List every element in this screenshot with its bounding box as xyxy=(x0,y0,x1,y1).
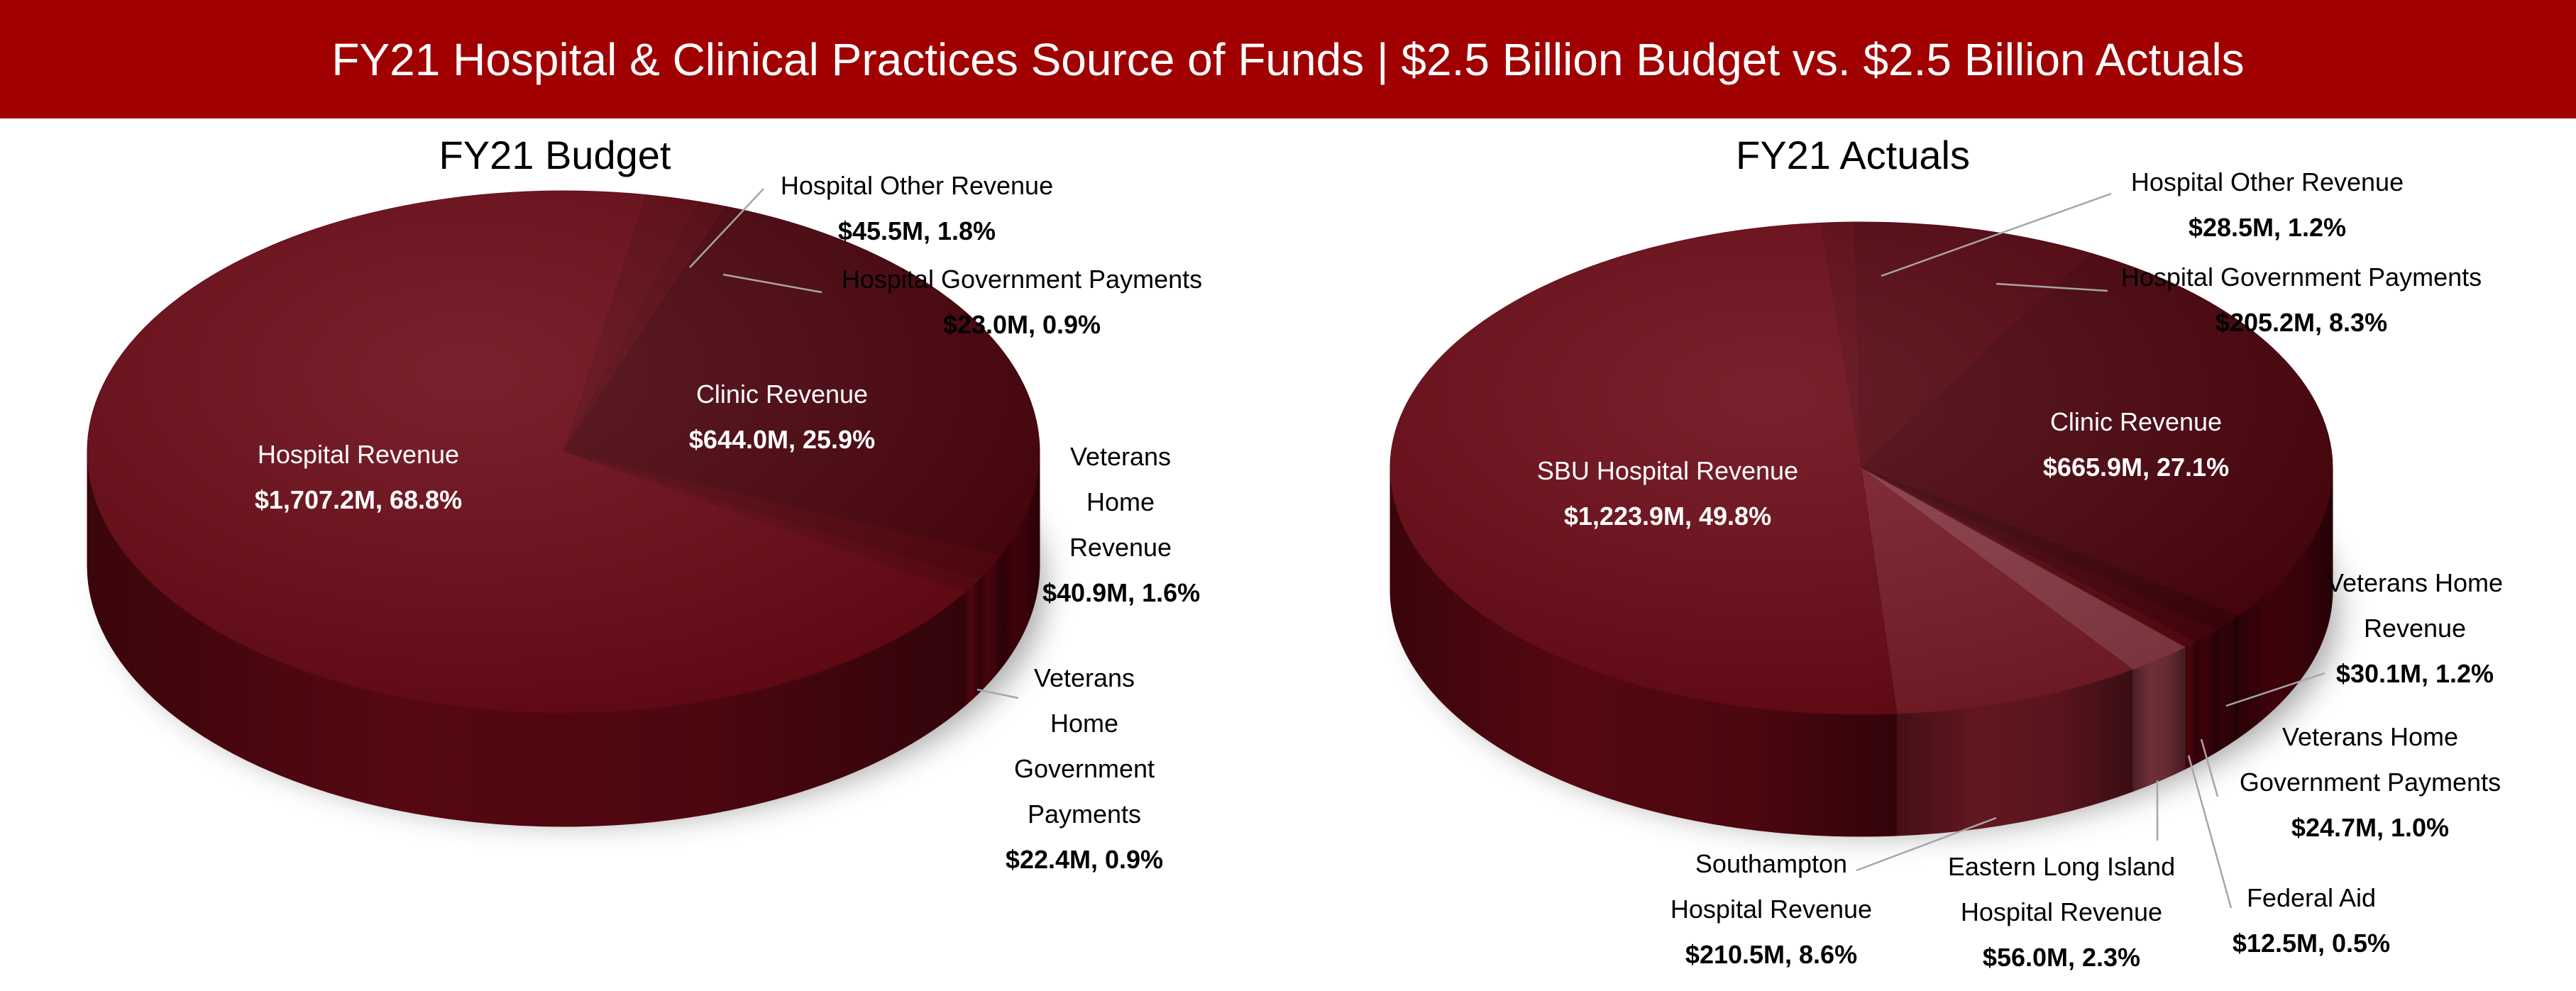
slice-label: SBU Hospital Revenue $1,223.9M, 49.8% xyxy=(1490,448,1845,539)
slice-label: Veterans Home Revenue $40.9M, 1.6% xyxy=(1042,434,1201,616)
leader-line xyxy=(689,188,764,268)
slice-value: $23.0M, 0.9% xyxy=(942,310,1101,339)
slice-name: SBU Hospital Revenue xyxy=(1536,456,1799,485)
slice-value: $1,707.2M, 68.8% xyxy=(254,485,463,514)
slice-name: Hospital Government Payments xyxy=(841,265,1203,294)
side-shading xyxy=(965,579,979,706)
leader-line xyxy=(2200,738,2219,797)
slice-name: Clinic Revenue xyxy=(695,380,869,409)
slice-name: Eastern Long Island Hospital Revenue xyxy=(1947,852,2176,926)
title-bar: FY21 Hospital & Clinical Practices Sourc… xyxy=(0,0,2576,118)
slice-value: $210.5M, 8.6% xyxy=(1685,940,1858,969)
slice-name: Southampton Hospital Revenue xyxy=(1670,849,1873,924)
slice-label: Eastern Long Island Hospital Revenue $56.… xyxy=(1927,844,2196,980)
side-shading xyxy=(2184,641,2196,770)
slice-label: Federal Aid $12.5M, 0.5% xyxy=(2205,875,2418,966)
leader-line xyxy=(1881,192,2112,277)
slice-name: Veterans Home Revenue xyxy=(2326,568,2504,643)
leader-line xyxy=(1856,816,1997,872)
slice-name: Federal Aid xyxy=(2246,883,2377,912)
slice-name: Veterans Home Revenue xyxy=(1069,442,1172,562)
slice-value: $1,223.9M, 49.8% xyxy=(1563,502,1772,531)
leader-line xyxy=(2225,672,2325,707)
slice-name: Hospital Revenue xyxy=(257,440,460,469)
leader-line xyxy=(722,273,822,294)
slice-name: Veterans Home Government Payments xyxy=(2239,722,2501,797)
slice-label: Hospital Government Payments $23.0M, 0.9% xyxy=(774,257,1270,348)
leader-line xyxy=(1996,282,2108,292)
slice-value: $45.5M, 1.8% xyxy=(837,216,996,245)
leader-line xyxy=(976,688,1019,699)
slice-value: $28.5M, 1.2% xyxy=(2188,213,2347,242)
side-shading xyxy=(87,452,966,826)
slice-value: $24.7M, 1.0% xyxy=(2291,813,2450,842)
side-shading xyxy=(1390,468,1897,836)
side-shading xyxy=(2132,647,2185,792)
slice-name: Hospital Other Revenue xyxy=(780,171,1054,200)
slice-value: $40.9M, 1.6% xyxy=(1042,578,1201,607)
slice-label: Hospital Revenue $1,707.2M, 68.8% xyxy=(181,432,536,523)
page-title: FY21 Hospital & Clinical Practices Sourc… xyxy=(331,33,2245,85)
slice-label: Clinic Revenue $644.0M, 25.9% xyxy=(640,372,924,463)
slice-value: $56.0M, 2.3% xyxy=(1982,943,2141,972)
slice-name: Clinic Revenue xyxy=(2049,407,2223,436)
slice-label: Veterans Home Government Payments $22.4M,… xyxy=(1003,655,1166,882)
slice-label: Hospital Other Revenue $28.5M, 1.2% xyxy=(2054,160,2480,250)
slice-value: $205.2M, 8.3% xyxy=(2215,308,2388,337)
slice-name: Hospital Other Revenue xyxy=(2130,167,2404,196)
slice-label: Veterans Home Government Payments $24.7M,… xyxy=(2235,714,2505,851)
slice-label: Clinic Revenue $665.9M, 27.1% xyxy=(1994,399,2278,490)
leader-line xyxy=(2187,755,2233,909)
side-shading xyxy=(2195,630,2216,764)
slice-label: Hospital Other Revenue $45.5M, 1.8% xyxy=(704,163,1130,254)
chart-title: FY21 Actuals xyxy=(1736,133,1970,177)
slice-name: Hospital Government Payments xyxy=(2120,262,2482,292)
slice-value: $644.0M, 25.9% xyxy=(688,425,876,454)
slice-name: Veterans Home Government Payments xyxy=(1013,663,1155,829)
leader-lines xyxy=(689,188,2325,909)
slice-label: Hospital Government Payments $205.2M, 8.3… xyxy=(2053,255,2550,345)
slice-value: $12.5M, 0.5% xyxy=(2232,929,2391,958)
chart-title: FY21 Budget xyxy=(439,133,671,177)
slice-value: $30.1M, 1.2% xyxy=(2335,659,2494,688)
slice-value: $22.4M, 0.9% xyxy=(1005,845,1164,874)
slice-label: Veterans Home Revenue $30.1M, 1.2% xyxy=(2319,560,2511,697)
slice-value: $665.9M, 27.1% xyxy=(2042,453,2230,482)
slice-label: Southampton Hospital Revenue $210.5M, 8.6… xyxy=(1658,841,1885,978)
